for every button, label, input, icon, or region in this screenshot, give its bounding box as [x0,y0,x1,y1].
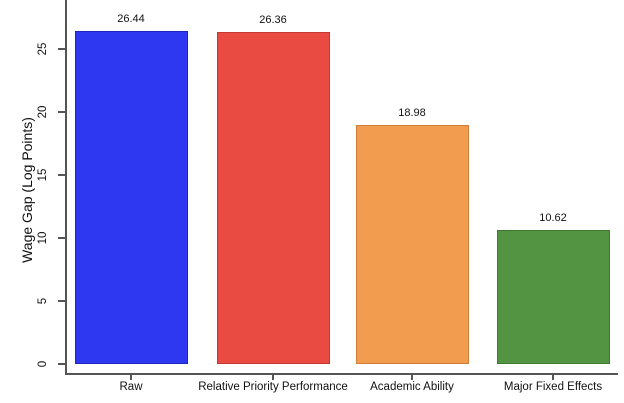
x-tick-relative-priority-performance [272,374,274,380]
bar-relative-priority-performance [216,31,330,364]
y-tick-25 [58,48,65,50]
y-tick-label-15: 15 [37,168,49,182]
x-tick-academic-ability [411,374,413,380]
x-tick-major-fixed-effects [552,374,554,380]
bar-value-label-raw: 26.44 [117,12,145,25]
bar-raw [74,30,188,364]
y-tick-20 [58,111,65,113]
y-tick-label-25: 25 [37,42,49,56]
y-tick-label-20: 20 [37,105,49,119]
x-category-label-academic-ability: Academic Ability [370,381,454,393]
y-tick-15 [58,174,65,176]
x-axis-line [65,373,618,375]
bar-value-label-relative-priority-performance: 26.36 [259,13,287,26]
bar-value-label-academic-ability: 18.98 [398,106,426,119]
y-axis-title: Wage Gap (Log Points) [19,117,35,263]
x-tick-raw [130,374,132,380]
y-tick-label-5: 5 [37,297,49,305]
x-category-label-relative-priority-performance: Relative Priority Performance [198,381,348,393]
x-category-label-raw: Raw [119,381,143,393]
y-tick-5 [58,300,65,302]
bar-academic-ability [355,124,469,364]
bar-major-fixed-effects [496,230,610,364]
y-tick-label-10: 10 [37,231,49,245]
y-tick-label-0: 0 [37,360,49,368]
y-tick-0 [58,363,65,365]
bar-value-label-major-fixed-effects: 10.62 [539,212,567,225]
x-category-label-major-fixed-effects: Major Fixed Effects [503,381,603,393]
y-tick-10 [58,237,65,239]
y-axis-line [65,0,67,374]
